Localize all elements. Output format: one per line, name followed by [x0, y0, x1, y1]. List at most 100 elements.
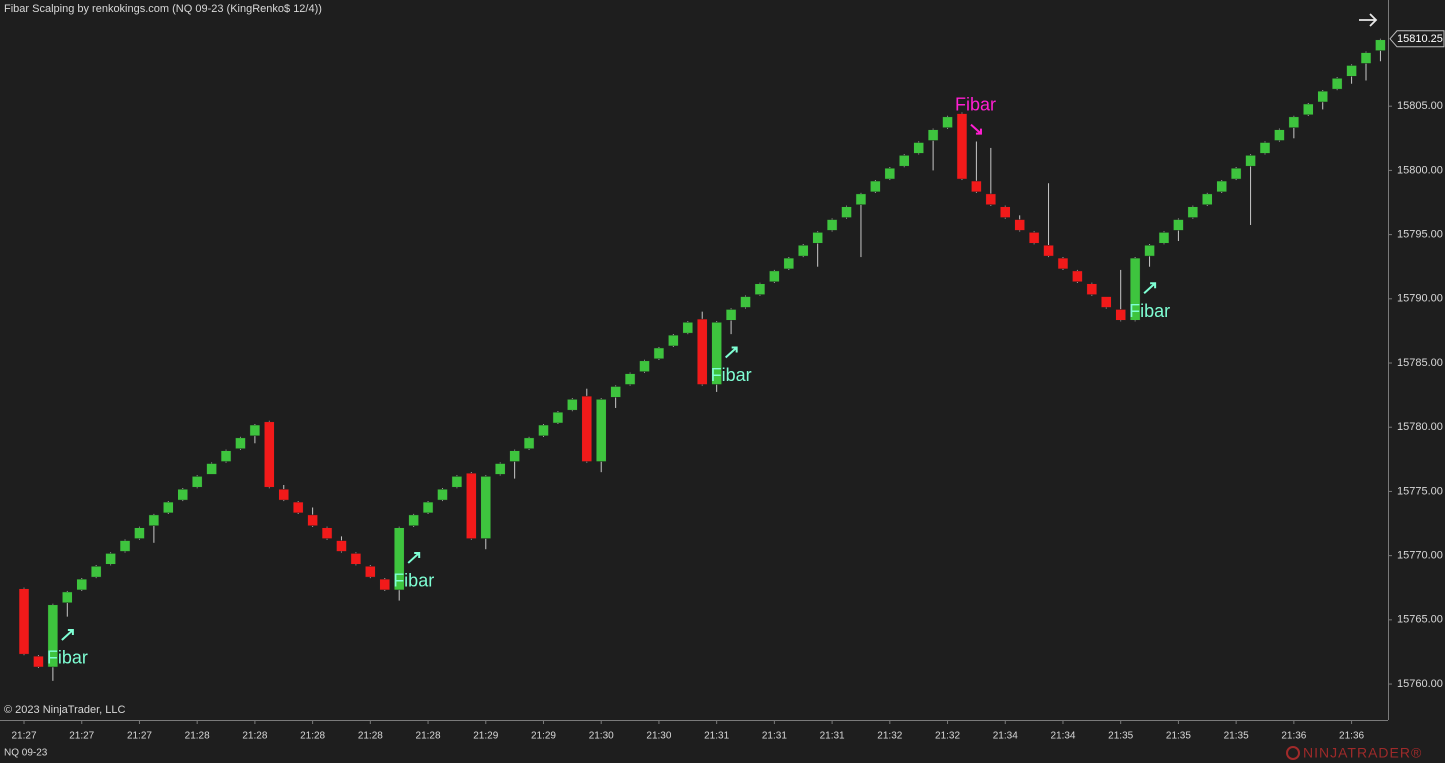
- candle-body: [1230, 167, 1242, 180]
- y-tick-label: 15765.00: [1397, 614, 1443, 626]
- candle-body: [1202, 193, 1213, 205]
- candle-body: [884, 167, 896, 180]
- candle-body: [1000, 206, 1011, 218]
- candle-body: [855, 193, 867, 205]
- candle-body: [393, 527, 405, 591]
- candle-body: [365, 566, 376, 578]
- y-tick-label: 15780.00: [1397, 421, 1443, 433]
- candle-body: [105, 553, 116, 565]
- x-tick-label: 21:32: [935, 731, 960, 742]
- candle-body: [1303, 103, 1314, 116]
- candle-body: [639, 360, 650, 372]
- candle-body: [437, 488, 448, 501]
- y-tick-label: 15795.00: [1397, 229, 1443, 241]
- candle-body: [552, 411, 564, 424]
- brand-logo: [1286, 746, 1300, 760]
- candle-body: [1375, 39, 1386, 51]
- candle-body: [797, 244, 809, 257]
- candle-body: [1274, 129, 1285, 141]
- candle-body: [235, 437, 246, 449]
- x-tick-label: 21:27: [127, 731, 152, 742]
- candle-body: [898, 155, 910, 167]
- candle-body: [76, 578, 87, 591]
- candle-body: [1346, 65, 1357, 77]
- x-tick-label: 21:27: [69, 731, 94, 742]
- signal-arrow: [1143, 282, 1157, 295]
- x-tick-label: 21:35: [1166, 731, 1191, 742]
- candle-body: [466, 472, 477, 539]
- candle-body: [292, 501, 304, 514]
- x-tick-label: 21:32: [877, 731, 902, 742]
- signal-label: Fibar: [1129, 301, 1170, 321]
- copyright: © 2023 NinjaTrader, LLC: [4, 704, 125, 716]
- candle-body: [1043, 244, 1054, 257]
- candle-body: [480, 476, 492, 539]
- candle-body: [33, 655, 44, 668]
- x-tick-label: 21:36: [1339, 731, 1364, 742]
- x-tick-label: 21:29: [473, 731, 498, 742]
- candle-body: [148, 514, 160, 526]
- candle-body: [220, 450, 232, 462]
- signal-arrow: [61, 628, 74, 641]
- x-tick-label: 21:28: [416, 731, 441, 742]
- candle-body: [249, 424, 261, 437]
- candle-body: [1057, 257, 1069, 270]
- candle-body: [1187, 206, 1199, 218]
- x-tick-label: 21:28: [358, 731, 383, 742]
- candle-body: [595, 399, 607, 462]
- candle-body: [134, 527, 145, 539]
- candle-body: [754, 283, 766, 295]
- candle-body: [725, 309, 737, 321]
- candle-body: [1317, 90, 1328, 103]
- candle-body: [682, 322, 694, 334]
- candle-body: [47, 604, 59, 668]
- scroll-to-end[interactable]: [1359, 13, 1378, 27]
- candle-body: [1259, 142, 1271, 154]
- y-tick-label: 15785.00: [1397, 357, 1443, 369]
- candle-body: [1101, 296, 1112, 308]
- candle-body: [624, 373, 636, 385]
- candle-body: [841, 206, 852, 218]
- x-tick-label: 21:28: [242, 731, 267, 742]
- x-tick-label: 21:35: [1108, 731, 1133, 742]
- x-tick-label: 21:35: [1224, 731, 1249, 742]
- candle-body: [696, 318, 708, 385]
- candle-body: [985, 193, 997, 205]
- signal-label: Fibar: [955, 94, 996, 114]
- candle-body: [581, 395, 593, 462]
- instrument-label: NQ 09-23: [4, 748, 48, 759]
- candle-body: [336, 540, 347, 552]
- candle-body: [653, 347, 665, 360]
- candle-body: [119, 540, 131, 552]
- candle-body: [927, 129, 939, 141]
- candle-body: [942, 116, 953, 128]
- brand[interactable]: NINJATRADER®: [1303, 745, 1422, 761]
- x-tick-label: 21:29: [531, 731, 556, 742]
- x-tick-label: 21:31: [704, 731, 729, 742]
- y-tick-label: 15760.00: [1397, 678, 1443, 690]
- candle-body: [826, 219, 838, 231]
- x-tick-label: 21:31: [820, 731, 845, 742]
- x-tick-label: 21:28: [300, 731, 325, 742]
- candle-body: [523, 437, 535, 449]
- candle-body: [191, 476, 203, 488]
- x-tick-label: 21:31: [762, 731, 787, 742]
- x-tick-label: 21:36: [1281, 731, 1306, 742]
- candles: [18, 38, 1386, 681]
- x-tick-label: 21:34: [1050, 731, 1075, 742]
- x-tick-label: 21:34: [993, 731, 1018, 742]
- candle-body: [769, 270, 780, 283]
- candle-body: [1144, 244, 1155, 257]
- candle-body: [783, 257, 795, 270]
- candle-body: [1158, 232, 1170, 244]
- candle-body: [1173, 219, 1184, 231]
- candle-body: [62, 591, 73, 604]
- candle-body: [307, 514, 318, 526]
- signal-arrow: [407, 551, 421, 564]
- last-price-label: 15810.25: [1397, 33, 1443, 45]
- candle-body: [610, 386, 621, 398]
- candle-body: [90, 566, 102, 578]
